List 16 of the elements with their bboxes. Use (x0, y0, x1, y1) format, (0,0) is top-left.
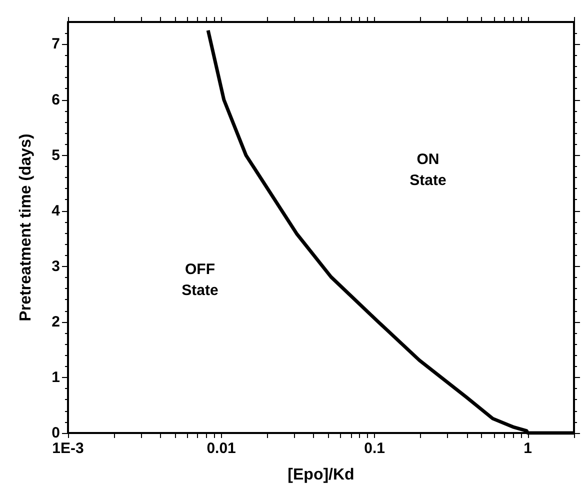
y-tick-label: 0 (52, 424, 60, 442)
y-tick-label: 3 (52, 258, 60, 275)
y-tick-label: 6 (52, 91, 60, 108)
y-tick-label: 7 (52, 36, 60, 53)
annotation: OFF State (182, 261, 218, 299)
x-tick-label: 1 (524, 440, 532, 457)
annotation: ON State (410, 151, 446, 189)
x-tick-label: 0.01 (206, 440, 236, 457)
y-axis-title: Pretreatment time (days) (18, 134, 34, 322)
y-tick-label: 1 (52, 368, 60, 386)
y-tick-label: 4 (52, 202, 61, 220)
y-tick-label: 2 (52, 313, 60, 330)
x-axis-title: [Epo]/Kd (288, 466, 354, 484)
x-tick-label: 1E-3 (52, 440, 84, 457)
x-tick-label: 0.1 (364, 440, 385, 457)
y-tick-label: 5 (52, 146, 60, 164)
